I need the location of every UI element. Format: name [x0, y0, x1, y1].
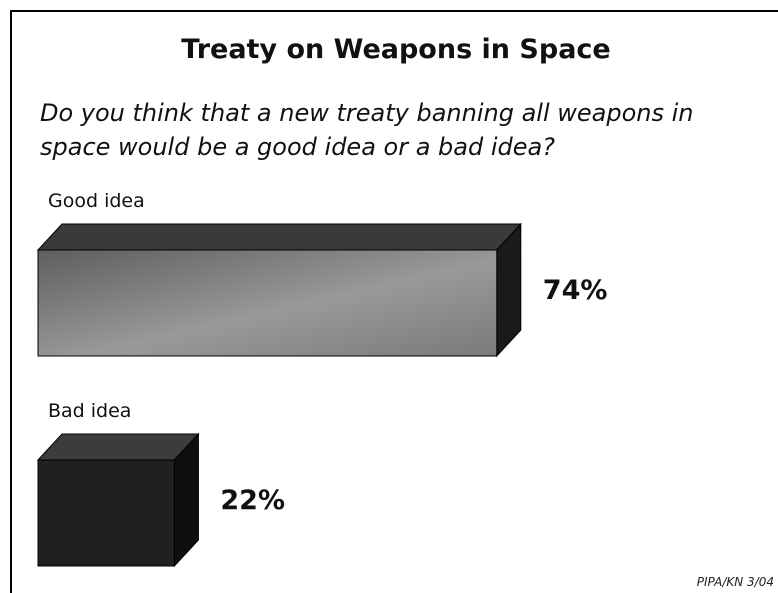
category-label: Good idea — [48, 190, 145, 212]
bar-top-face — [36, 223, 522, 251]
bar-front-face — [37, 249, 498, 357]
survey-question: Do you think that a new treaty banning a… — [40, 99, 694, 161]
source-note: PIPA/KN 3/04 — [696, 575, 774, 589]
value-label: 74% — [542, 275, 608, 306]
bar-top-face — [36, 433, 200, 461]
bar-bad-idea — [36, 432, 200, 568]
bar-front-face — [37, 459, 175, 567]
bar-good-idea — [36, 222, 522, 358]
value-label: 22% — [220, 485, 286, 516]
category-label: Bad idea — [48, 400, 132, 422]
chart-title: Treaty on Weapons in Space — [181, 34, 611, 65]
